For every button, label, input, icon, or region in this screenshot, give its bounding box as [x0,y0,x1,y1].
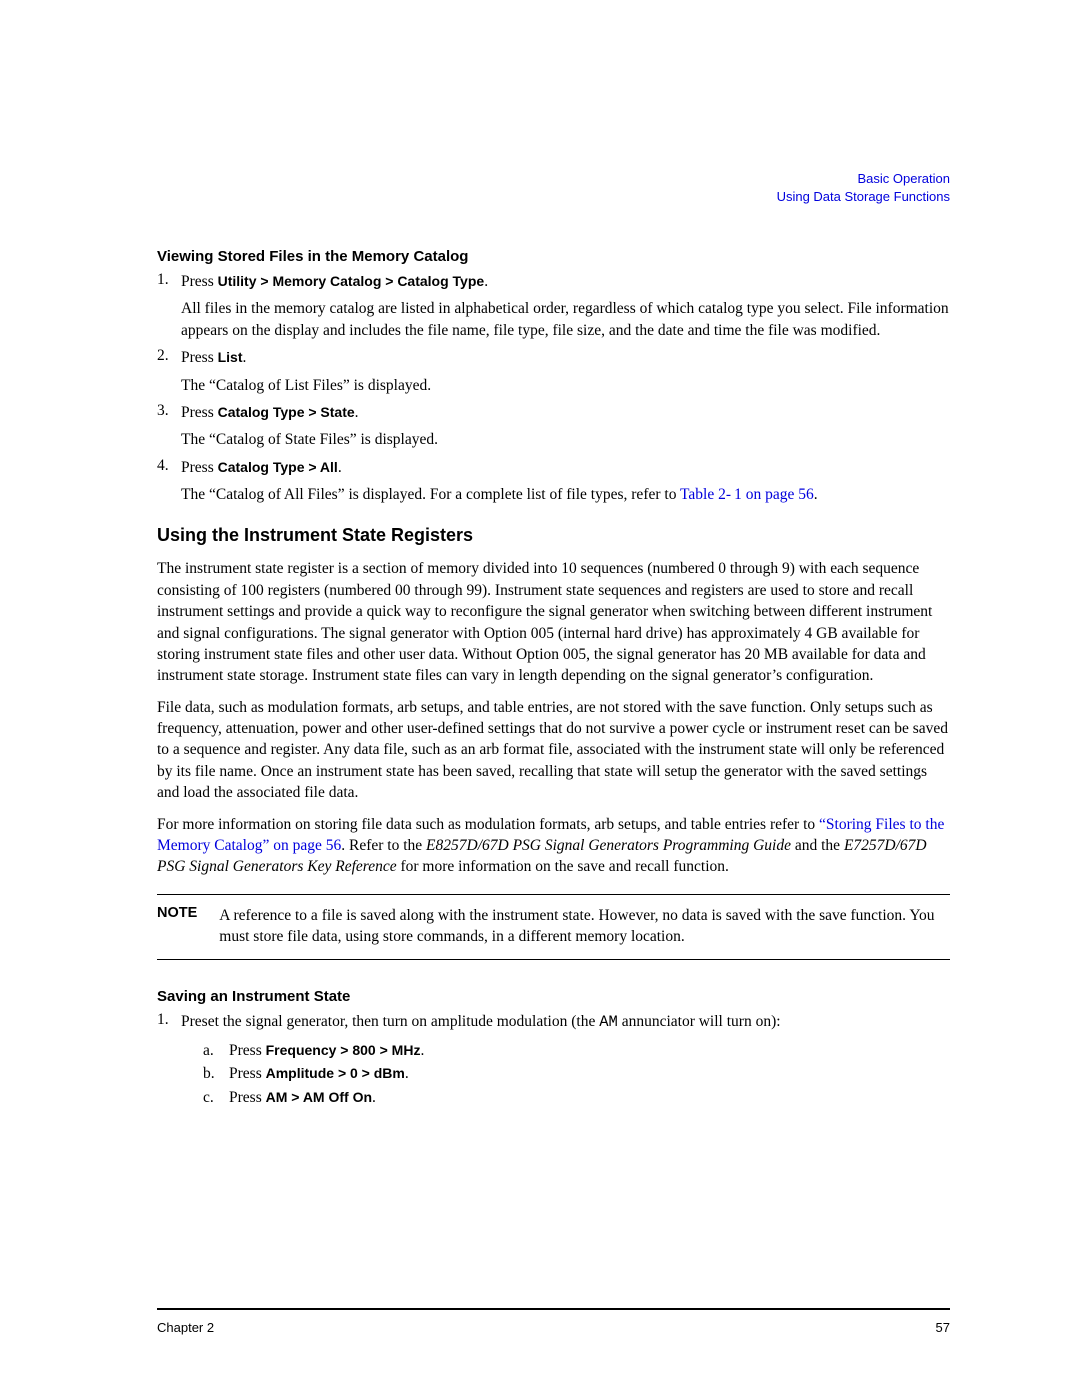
body-paragraph: For more information on storing file dat… [157,814,950,878]
list-item: b. Press Amplitude > 0 > dBm. [203,1063,950,1084]
list-item: 1. Press Utility > Memory Catalog > Cata… [157,271,950,341]
note-label: NOTE [157,905,197,948]
list-item: 3. Press Catalog Type > State. The “Cata… [157,402,950,451]
heading-registers: Using the Instrument State Registers [157,525,950,546]
step-body: Press Catalog Type > State. The “Catalog… [181,402,950,451]
running-header: Basic Operation Using Data Storage Funct… [777,170,950,205]
heading-viewing: Viewing Stored Files in the Memory Catal… [157,248,950,265]
list-item: 1. Preset the signal generator, then tur… [157,1011,950,1110]
viewing-steps: 1. Press Utility > Memory Catalog > Cata… [157,271,950,505]
step-text: Press Utility > Memory Catalog > Catalog… [181,273,488,290]
step-para: The “Catalog of List Files” is displayed… [181,375,950,396]
page-footer: Chapter 2 57 [157,1308,950,1335]
list-item: a. Press Frequency > 800 > MHz. [203,1040,950,1061]
step-para: All files in the memory catalog are list… [181,298,950,341]
sub-steps: a. Press Frequency > 800 > MHz. b. Press… [203,1040,950,1108]
step-text: Press Catalog Type > All. [181,459,342,476]
step-text: Press List. [181,349,246,366]
sub-text: Press Frequency > 800 > MHz. [229,1040,424,1061]
step-para: The “Catalog of All Files” is displayed.… [181,484,950,505]
header-line1: Basic Operation [777,170,950,188]
body-paragraph: File data, such as modulation formats, a… [157,697,950,804]
step-text: Press Catalog Type > State. [181,404,359,421]
heading-saving: Saving an Instrument State [157,988,950,1005]
step-number: 3. [157,402,181,451]
page: Basic Operation Using Data Storage Funct… [0,0,1080,1397]
step-body: Press Catalog Type > All. The “Catalog o… [181,457,950,506]
step-number: 1. [157,271,181,341]
sub-marker: a. [203,1040,229,1061]
sub-text: Press AM > AM Off On. [229,1087,376,1108]
note-block: NOTE A reference to a file is saved alon… [157,894,950,961]
step-text: Preset the signal generator, then turn o… [181,1013,781,1030]
step-body: Press Utility > Memory Catalog > Catalog… [181,271,950,341]
step-number: 4. [157,457,181,506]
step-number: 2. [157,347,181,396]
content: Viewing Stored Files in the Memory Catal… [157,248,950,1110]
list-item: c. Press AM > AM Off On. [203,1087,950,1108]
header-line2: Using Data Storage Functions [777,188,950,206]
list-item: 2. Press List. The “Catalog of List File… [157,347,950,396]
sub-text: Press Amplitude > 0 > dBm. [229,1063,409,1084]
saving-steps: 1. Preset the signal generator, then tur… [157,1011,950,1110]
body-paragraph: The instrument state register is a secti… [157,558,950,686]
step-body: Press List. The “Catalog of List Files” … [181,347,950,396]
step-number: 1. [157,1011,181,1110]
sub-marker: b. [203,1063,229,1084]
footer-page-number: 57 [936,1320,950,1335]
list-item: 4. Press Catalog Type > All. The “Catalo… [157,457,950,506]
sub-marker: c. [203,1087,229,1108]
step-para: The “Catalog of State Files” is displaye… [181,429,950,450]
footer-chapter: Chapter 2 [157,1320,214,1335]
cross-ref-link[interactable]: Table 2- 1 on page 56 [680,486,814,503]
note-text: A reference to a file is saved along wit… [219,905,950,948]
step-body: Preset the signal generator, then turn o… [181,1011,950,1110]
